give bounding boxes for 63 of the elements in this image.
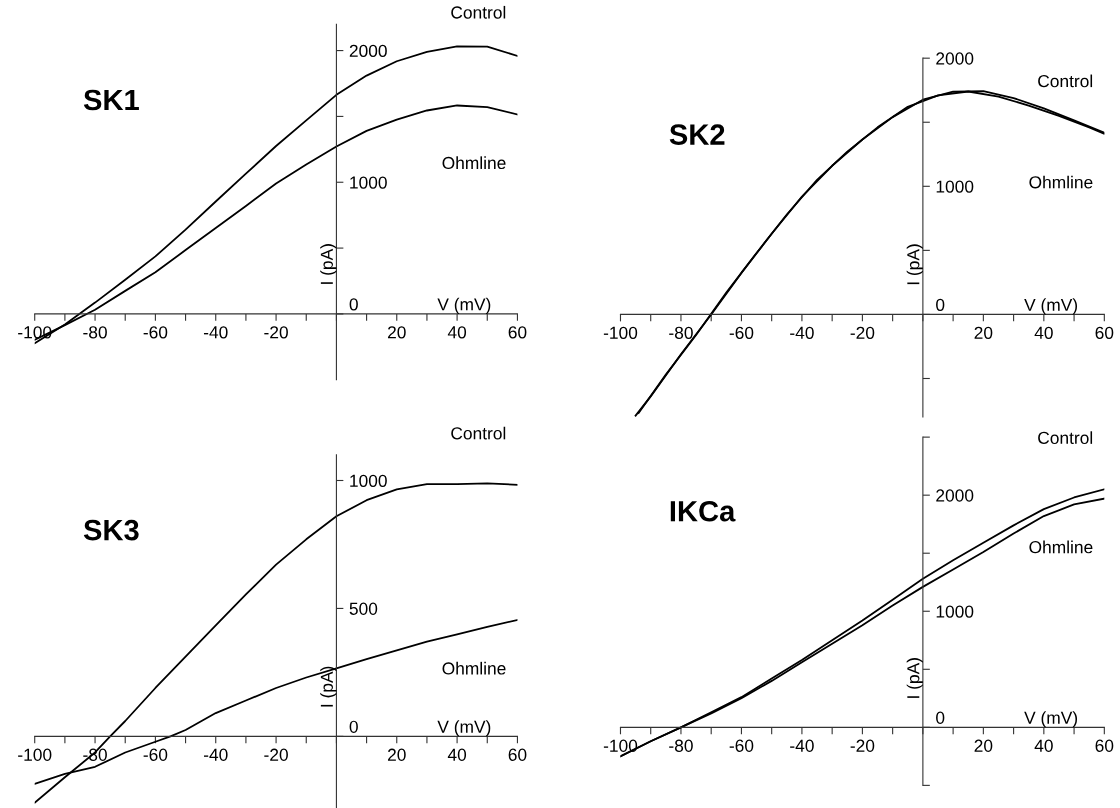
- text: SK2: [669, 124, 725, 145]
- x-axis-title: V (mV): [437, 720, 491, 737]
- x-tick-label: 40: [447, 326, 467, 339]
- x-tick-label: -20: [264, 326, 288, 339]
- x-tick-label: -20: [850, 739, 875, 752]
- x-tick-label: -60: [143, 748, 168, 761]
- x-tick-label: 40: [1034, 326, 1053, 339]
- y-tick-label: 500: [349, 602, 378, 615]
- x-tick-label: 20: [387, 326, 406, 339]
- y-tick-label: 2000: [936, 52, 974, 65]
- y-tick-label: 1000: [350, 176, 387, 189]
- x-tick-label: 60: [508, 748, 527, 761]
- x-tick-label: -40: [203, 326, 228, 339]
- y-axis-title: I (pA): [906, 244, 923, 285]
- y-axis-title: I (pA): [906, 658, 923, 698]
- x-tick-label: 20: [387, 748, 406, 761]
- x-tick-label: -60: [729, 326, 754, 339]
- x-tick-label: -80: [669, 326, 693, 339]
- x-tick-label: 40: [447, 748, 467, 761]
- text: Control: [1038, 431, 1093, 445]
- y-tick-label: 2000: [349, 44, 387, 58]
- y-tick-label: 1000: [350, 474, 387, 487]
- y-tick-label: 0: [936, 711, 945, 724]
- x-tick-label: -100: [18, 748, 52, 761]
- x-tick-label: 60: [508, 326, 527, 339]
- series-label: Ohmline: [1029, 540, 1093, 554]
- y-tick-label: 1000: [936, 605, 974, 618]
- x-tick-label: 20: [974, 326, 993, 339]
- x-tick-label: -100: [603, 326, 638, 339]
- y-tick-label: 0: [349, 720, 358, 733]
- x-axis-title: V (mV): [1024, 298, 1078, 315]
- text: Ohmline: [1029, 175, 1093, 189]
- text: SK3: [83, 519, 139, 541]
- y-tick-label: 2000: [936, 489, 974, 502]
- y-tick-label: 0: [349, 298, 358, 311]
- x-tick-label: 40: [1034, 739, 1053, 752]
- x-tick-label: -100: [603, 739, 638, 752]
- x-tick-label: -60: [143, 326, 168, 339]
- x-tick-label: -80: [669, 739, 693, 752]
- x-tick-label: -40: [203, 748, 228, 761]
- text: Ohmline: [442, 156, 506, 170]
- x-tick-label: 20: [974, 739, 993, 752]
- series-label: Control: [451, 5, 506, 19]
- x-axis-title: V (mV): [1024, 711, 1078, 728]
- y-tick-label: 0: [936, 298, 945, 311]
- x-tick-label: -100: [18, 326, 52, 339]
- text: Control: [451, 426, 506, 440]
- y-tick-label: 1000: [936, 180, 974, 193]
- y-axis-title: I (pA): [320, 244, 337, 284]
- x-tick-label: -80: [83, 326, 107, 339]
- series-label: Ohmline: [442, 661, 506, 675]
- x-tick-label: -60: [729, 739, 754, 752]
- x-axis-title: V (mV): [437, 297, 491, 314]
- text: IKCa: [670, 500, 736, 522]
- text: SK1: [83, 89, 139, 111]
- x-tick-label: 60: [1095, 739, 1114, 752]
- x-tick-label: 60: [1095, 326, 1114, 339]
- series-label: Control: [1038, 74, 1093, 88]
- x-tick-label: -40: [790, 326, 814, 339]
- x-tick-label: -40: [790, 739, 814, 752]
- x-tick-label: -20: [264, 748, 288, 761]
- x-tick-label: -20: [850, 326, 875, 339]
- y-axis-title: I (pA): [320, 666, 337, 707]
